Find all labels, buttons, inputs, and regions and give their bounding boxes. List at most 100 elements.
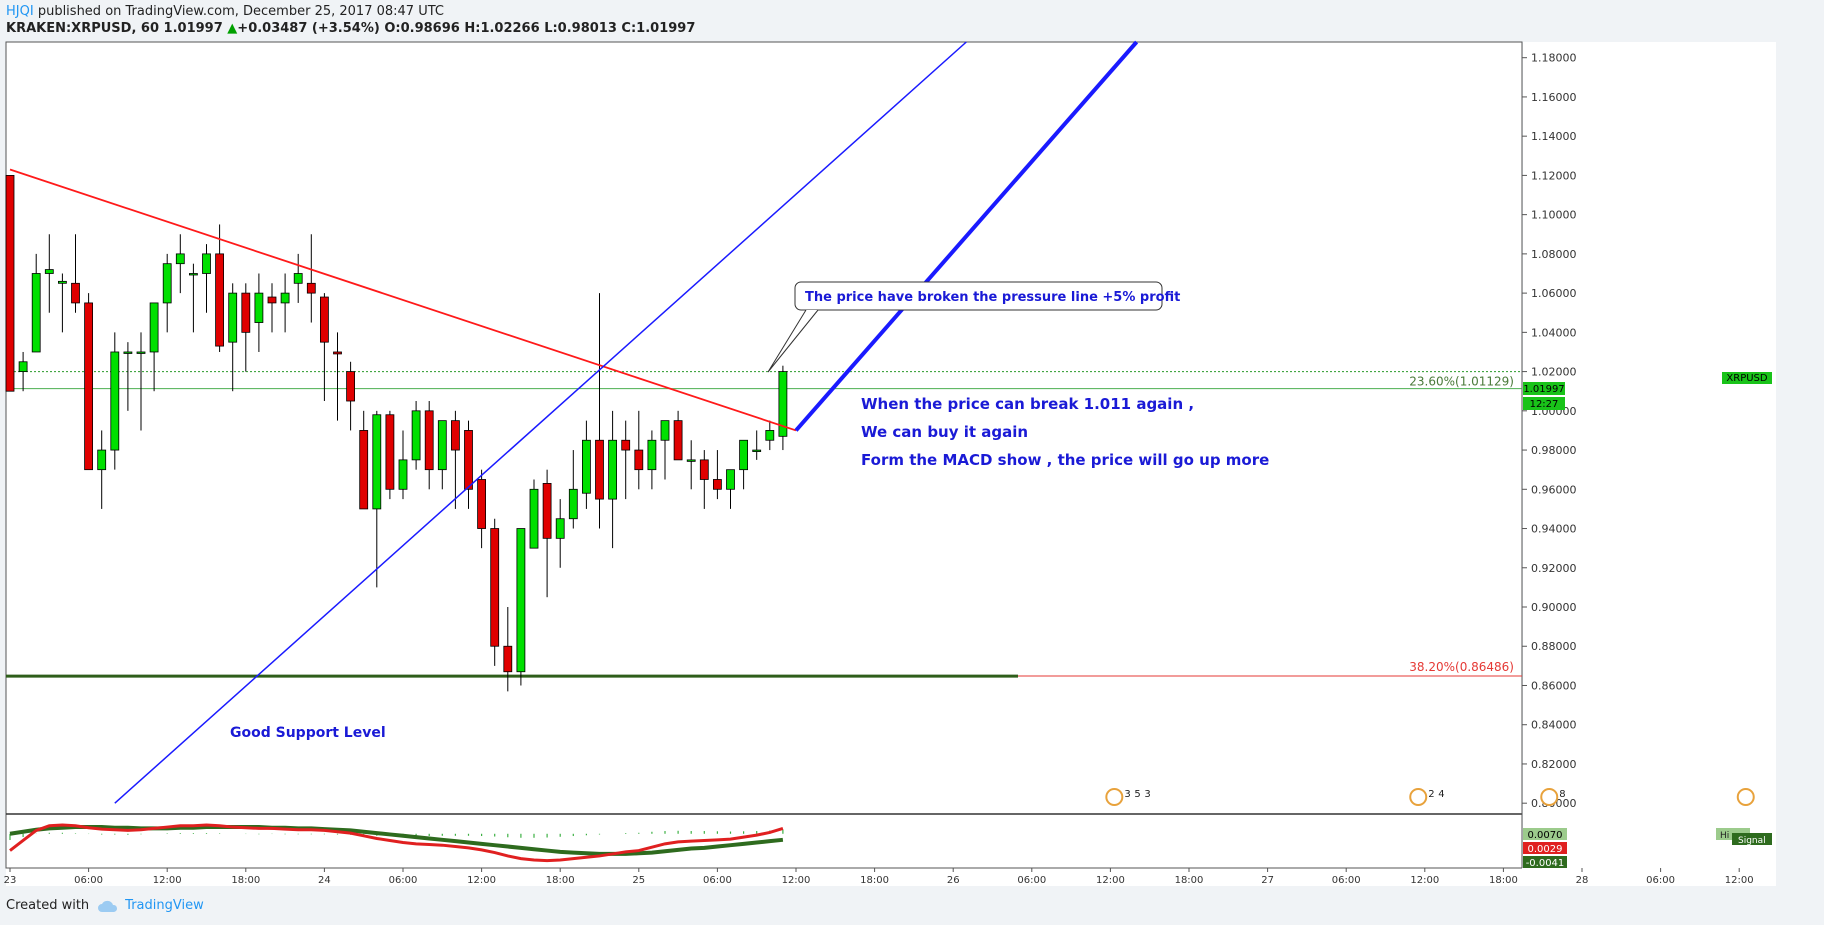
fib-236-label: 23.60%(1.01129) xyxy=(1409,375,1514,389)
y-tick-label: 0.94000 xyxy=(1531,523,1577,536)
x-tick-label: 18:00 xyxy=(1489,875,1518,886)
x-tick-label: 06:00 xyxy=(703,875,732,886)
x-tick-label: 25 xyxy=(632,875,645,886)
y-tick-label: 1.04000 xyxy=(1531,326,1577,339)
macd-signal-line xyxy=(9,825,784,856)
event-flag-icon xyxy=(1409,788,1428,806)
candle-body xyxy=(18,361,28,372)
candle-body xyxy=(97,449,107,471)
publish-info: HJQI published on TradingView.com, Decem… xyxy=(6,4,444,19)
countdown-tag-text: 12:27 xyxy=(1530,399,1559,410)
change-value: +0.03487 (+3.54%) xyxy=(237,21,380,36)
publish-text: published on TradingView.com, December 2… xyxy=(37,4,444,19)
event-count-badge: 4 xyxy=(1438,789,1444,800)
author-link[interactable]: HJQI xyxy=(6,4,34,19)
candle-body xyxy=(267,296,277,304)
x-tick-label: 18:00 xyxy=(546,875,575,886)
macd-hist-label: Hi xyxy=(1720,831,1729,841)
countdown-tag xyxy=(1523,397,1565,410)
candle-body xyxy=(477,479,487,529)
y-tick-label: 0.88000 xyxy=(1531,640,1577,653)
x-tick-label: 18:00 xyxy=(231,875,260,886)
high-value: 1.02266 xyxy=(480,21,540,36)
event-count-badge: 5 xyxy=(1134,789,1140,800)
candle-body xyxy=(464,430,473,490)
candle-body xyxy=(110,351,120,451)
event-count-badge: 8 xyxy=(1559,789,1565,800)
x-tick-label: 26 xyxy=(947,875,960,886)
low-value: 0.98013 xyxy=(557,21,617,36)
candle-body xyxy=(437,420,447,471)
last-price-tag-text: 1.01997 xyxy=(1523,384,1564,395)
channel-line-thick xyxy=(794,40,1139,432)
open-value: 0.98696 xyxy=(400,21,460,36)
candle-body xyxy=(621,439,631,451)
last-price: 1.01997 xyxy=(163,21,223,36)
x-tick-label: 27 xyxy=(1261,875,1274,886)
candle-body xyxy=(699,459,709,480)
footer: Created with TradingView xyxy=(6,898,204,913)
y-tick-label: 1.18000 xyxy=(1531,52,1577,65)
x-tick-label: 12:00 xyxy=(1096,875,1125,886)
candle-body xyxy=(490,528,500,647)
candle-body xyxy=(71,282,80,304)
candle-body xyxy=(450,420,460,451)
note-line-2: We can buy it again xyxy=(861,423,1028,441)
candle-body xyxy=(241,292,251,333)
x-tick-label: 18:00 xyxy=(860,875,889,886)
candle-body xyxy=(647,439,657,471)
candle-body xyxy=(162,263,172,304)
fib-382-label: 38.20%(0.86486) xyxy=(1409,660,1514,674)
candle-body xyxy=(372,414,382,510)
note-line-1: When the price can break 1.011 again , xyxy=(861,395,1194,413)
last-price-tag xyxy=(1523,382,1565,395)
y-tick-label: 1.14000 xyxy=(1531,130,1577,143)
channel-line-thin xyxy=(114,41,967,804)
candle-body xyxy=(359,430,369,510)
note-line-3: Form the MACD show , the price will go u… xyxy=(861,451,1269,469)
candle-body xyxy=(254,292,264,323)
time-axis xyxy=(6,868,1776,886)
candle-body xyxy=(595,439,604,500)
tradingview-link[interactable]: TradingView xyxy=(97,898,204,913)
cloud-icon xyxy=(98,900,118,912)
price-axis xyxy=(1523,42,1776,868)
y-tick-label: 1.06000 xyxy=(1531,287,1577,300)
candle-body xyxy=(778,371,788,437)
callout-box xyxy=(794,281,1163,311)
y-tick-label: 1.16000 xyxy=(1531,91,1577,104)
macd-value-tag-1 xyxy=(1523,828,1567,840)
tradingview-label: TradingView xyxy=(125,898,204,913)
candle-body xyxy=(752,449,762,452)
candle-body xyxy=(713,479,722,490)
candle-body xyxy=(385,414,395,490)
series-label: XRPUSD xyxy=(1726,373,1767,384)
close-value: 1.01997 xyxy=(636,21,696,36)
y-tick-label: 0.98000 xyxy=(1531,444,1577,457)
candle-body xyxy=(739,439,748,471)
macd-value-tag-3 xyxy=(1523,856,1567,868)
candle-body xyxy=(136,351,146,354)
support-label: Good Support Level xyxy=(230,725,386,741)
candle-body xyxy=(765,430,775,441)
candle-body xyxy=(280,292,290,304)
candle-body xyxy=(293,273,303,284)
candle-body xyxy=(228,292,238,343)
candle-body xyxy=(44,269,54,274)
change-arrow-icon: ▲ xyxy=(227,21,238,36)
chart-pane xyxy=(5,41,1523,869)
symbol-label: KRAKEN:XRPUSD, 60 xyxy=(6,21,160,36)
candle-body xyxy=(555,518,565,539)
candle-body xyxy=(660,420,670,441)
x-tick-label: 12:00 xyxy=(153,875,182,886)
y-tick-label: 0.92000 xyxy=(1531,562,1577,575)
y-tick-label: 0.96000 xyxy=(1531,483,1577,496)
candle-body xyxy=(58,280,67,284)
x-tick-label: 23 xyxy=(4,875,17,886)
x-tick-label: 24 xyxy=(318,875,331,886)
x-tick-label: 06:00 xyxy=(1017,875,1046,886)
candle-body xyxy=(686,459,696,462)
candle-body xyxy=(503,645,513,673)
x-tick-label: 06:00 xyxy=(1646,875,1675,886)
